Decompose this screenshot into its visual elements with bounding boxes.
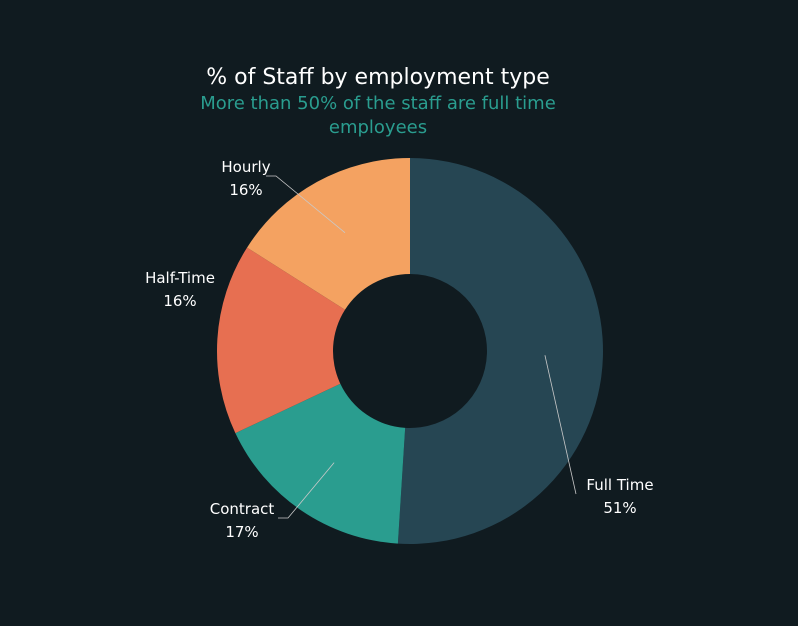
chart-subtitle-line-1: More than 50% of the staff are full time [200,93,556,114]
pie-slices [216,158,604,544]
slice-percent-half-time: 16% [163,292,196,310]
chart-title: % of Staff by employment type [206,65,550,90]
chart-subtitle-line-2: employees [329,117,427,138]
slice-percent-contract: 17% [225,523,258,541]
slice-label-half-time: Half-Time [145,269,215,287]
label-leader-lines [266,175,577,519]
slice-label-contract: Contract [210,500,275,518]
slice-hourly[interactable] [247,158,410,310]
chart-titles: % of Staff by employment type More than … [200,65,556,138]
leader-line-contract [278,462,335,519]
slice-label-hourly: Hourly [221,158,270,176]
slice-percent-full-time: 51% [603,499,636,517]
slice-labels: Full Time 51% Contract 17% Half-Time 16% Hourl… [145,158,653,541]
slice-full-time[interactable] [397,158,604,544]
slice-percent-hourly: 16% [229,181,262,199]
leader-line-full-time [544,355,577,495]
slice-label-full-time: Full Time [586,476,653,494]
slice-half-time[interactable] [216,247,345,434]
leader-line-hourly [266,175,346,234]
slice-contract[interactable] [235,383,406,544]
